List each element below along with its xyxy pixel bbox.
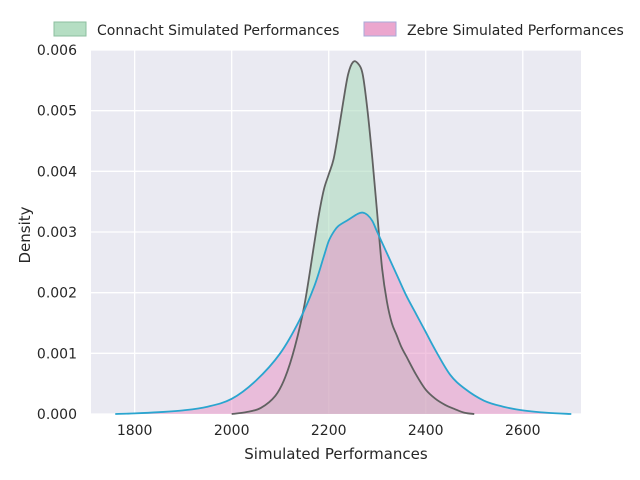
x-axis-ticks: 1800 2000 2200 2400 2600: [117, 423, 541, 439]
x-tick-label: 2400: [408, 423, 444, 439]
x-tick-label: 1800: [117, 423, 153, 439]
y-tick-label: 0.003: [37, 225, 77, 241]
y-axis-ticks: 0.000 0.001 0.002 0.003 0.004 0.005 0.006: [37, 43, 77, 423]
legend-label-zebre: Zebre Simulated Performances: [407, 23, 624, 39]
y-tick-label: 0.001: [37, 346, 77, 362]
y-tick-label: 0.005: [37, 104, 77, 120]
y-tick-label: 0.004: [37, 164, 77, 180]
y-axis-label: Density: [16, 206, 34, 263]
y-tick-label: 0.000: [37, 407, 77, 423]
density-line-zebre: [115, 211, 572, 415]
y-tick-label: 0.006: [37, 43, 77, 59]
density-area-zebre: [115, 212, 572, 414]
legend-swatch-zebre: [363, 21, 397, 37]
density-areas: [115, 61, 572, 415]
legend-label-connacht: Connacht Simulated Performances: [97, 23, 339, 39]
x-tick-label: 2200: [311, 423, 347, 439]
legend-swatch-connacht: [53, 21, 87, 37]
y-tick-label: 0.002: [37, 286, 77, 302]
x-axis-label: Simulated Performances: [244, 445, 428, 463]
density-lines: [115, 60, 572, 415]
density-line-connacht: [231, 60, 475, 415]
x-tick-label: 2600: [505, 423, 541, 439]
x-tick-label: 2000: [214, 423, 250, 439]
legend: Connacht Simulated Performances Zebre Si…: [53, 21, 624, 39]
